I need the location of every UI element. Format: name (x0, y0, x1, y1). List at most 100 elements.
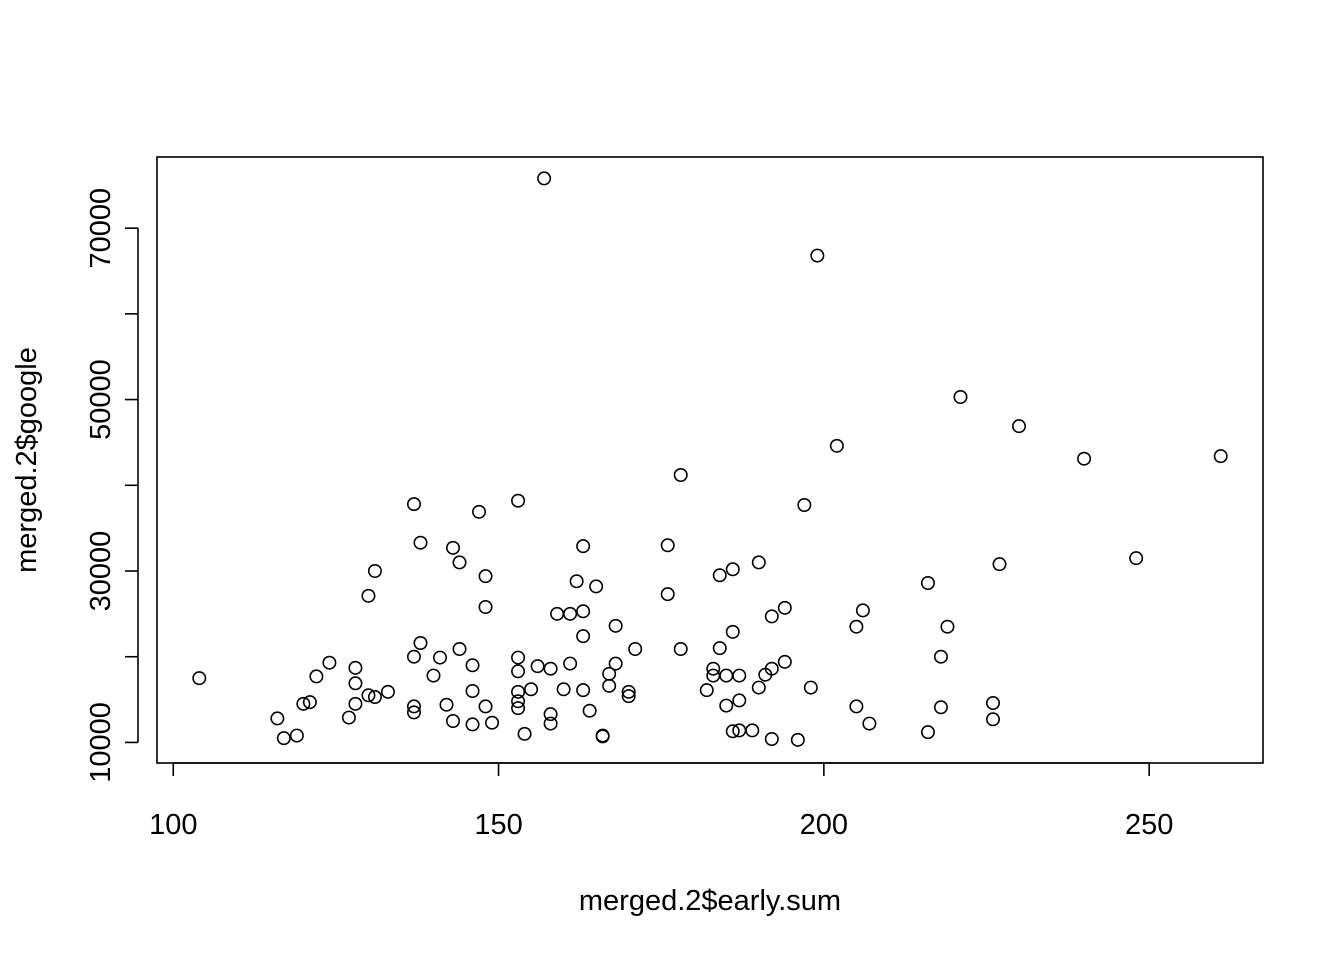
y-tick-label: 10000 (85, 702, 117, 783)
data-point (855, 603, 870, 618)
data-point (920, 725, 935, 740)
data-point (446, 540, 461, 555)
data-point (803, 680, 818, 695)
data-point (719, 698, 734, 713)
data-point (511, 684, 526, 699)
data-point (725, 562, 740, 577)
data-point (485, 715, 500, 730)
data-point (537, 171, 552, 186)
plot-box (156, 156, 1264, 764)
data-point (1213, 449, 1228, 464)
data-point (849, 699, 864, 714)
data-point (732, 693, 747, 708)
data-point (986, 712, 1001, 727)
data-point (289, 728, 304, 743)
data-point (777, 654, 792, 669)
x-axis-label: merged.2$early.sum (579, 885, 841, 917)
data-point (797, 497, 812, 512)
data-point (920, 575, 935, 590)
data-point (582, 703, 597, 718)
x-axis: 100 150 200 250 (149, 762, 1173, 841)
data-point (446, 713, 461, 728)
data-point (777, 600, 792, 615)
data-points (192, 171, 1228, 747)
data-point (751, 680, 766, 695)
data-point (426, 668, 441, 683)
data-point (732, 668, 747, 683)
y-axis-label: merged.2$google (11, 347, 43, 573)
data-point (530, 659, 545, 674)
data-point (608, 618, 623, 633)
data-point (576, 629, 591, 644)
data-point (511, 664, 526, 679)
data-point (673, 467, 688, 482)
data-point (576, 539, 591, 554)
data-point (1077, 451, 1092, 466)
data-point (472, 504, 487, 519)
data-point (563, 606, 578, 621)
data-point (550, 606, 565, 621)
data-point (764, 609, 779, 624)
data-point (524, 682, 539, 697)
data-point (556, 682, 571, 697)
data-point (699, 683, 714, 698)
data-point (790, 732, 805, 747)
data-point (296, 696, 311, 711)
x-tick-label: 250 (1125, 809, 1173, 841)
data-point (361, 588, 376, 603)
y-tick-label: 50000 (85, 359, 117, 440)
data-point (433, 650, 448, 665)
data-point (543, 707, 558, 722)
data-point (543, 661, 558, 676)
data-point (563, 656, 578, 671)
data-point (628, 641, 643, 656)
data-point (745, 723, 760, 738)
data-point (465, 717, 480, 732)
data-point (406, 649, 421, 664)
x-tick-label: 100 (149, 809, 197, 841)
data-point (725, 624, 740, 639)
data-point (569, 574, 584, 589)
data-point (270, 711, 285, 726)
data-point (478, 569, 493, 584)
data-point (706, 661, 721, 676)
data-point (764, 731, 779, 746)
data-point (517, 726, 532, 741)
data-point (992, 557, 1007, 572)
y-tick-label: 30000 (85, 531, 117, 612)
data-point (192, 671, 207, 686)
data-point (829, 438, 844, 453)
data-point (452, 555, 467, 570)
data-point (595, 728, 610, 743)
data-point (511, 493, 526, 508)
data-point (719, 668, 734, 683)
data-point (302, 695, 317, 710)
data-point (673, 641, 688, 656)
data-point (361, 688, 376, 703)
data-point (953, 389, 968, 404)
data-point (452, 641, 467, 656)
data-point (511, 701, 526, 716)
y-tick-label: 70000 (85, 188, 117, 269)
data-point (589, 579, 604, 594)
data-point (406, 497, 421, 512)
x-tick-label: 200 (800, 809, 848, 841)
data-point (621, 689, 636, 704)
y-axis: 10000 30000 50000 70000 (85, 188, 139, 783)
data-point (1012, 419, 1027, 434)
data-point (413, 535, 428, 550)
data-point (576, 683, 591, 698)
data-point (986, 695, 1001, 710)
data-point (511, 650, 526, 665)
data-point (367, 563, 382, 578)
data-point (576, 604, 591, 619)
data-point (660, 587, 675, 602)
data-point (309, 669, 324, 684)
data-point (511, 694, 526, 709)
data-point (602, 666, 617, 681)
data-point (1129, 551, 1144, 566)
data-point (478, 699, 493, 714)
data-point (465, 658, 480, 673)
data-point (608, 656, 623, 671)
